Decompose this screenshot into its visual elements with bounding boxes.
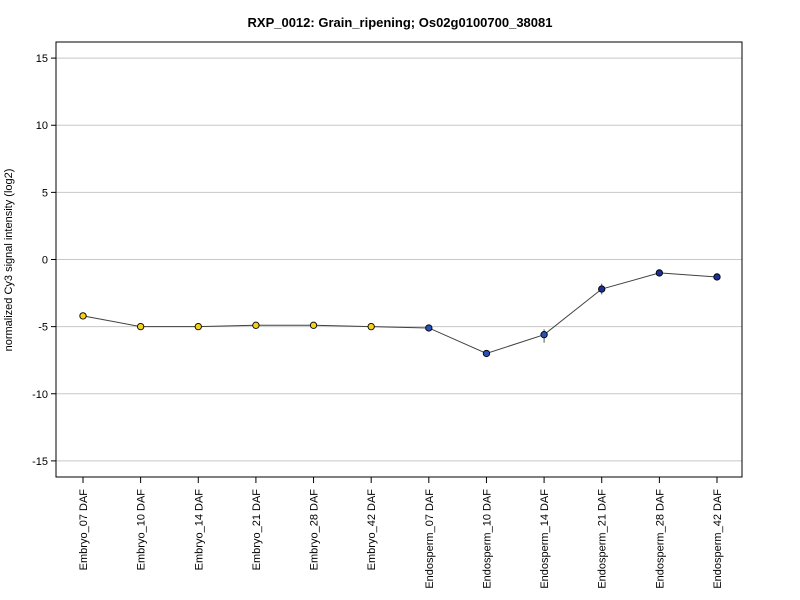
y-tick-label: 5 [42, 187, 48, 199]
data-point [598, 285, 606, 293]
y-tick-label: 15 [36, 53, 48, 65]
y-tick-label: -15 [32, 456, 48, 468]
x-tick-label: Endosperm_10 DAF [481, 489, 493, 589]
chart-title: RXP_0012: Grain_ripening; Os02g0100700_3… [248, 15, 553, 30]
x-tick-label: Embryo_42 DAF [366, 489, 378, 571]
error-bars [428, 283, 603, 357]
x-axis: Embryo_07 DAF Embryo_10 DAF Embryo_14 DAF E… [78, 477, 724, 589]
series-line [82, 272, 718, 355]
y-axis: 15 10 5 0 -5 -10 -15 [32, 53, 56, 468]
x-tick-label: Embryo_28 DAF [309, 489, 321, 571]
y-tick-label: -10 [32, 389, 48, 401]
x-tick-label: Embryo_21 DAF [251, 489, 263, 571]
data-point [136, 322, 145, 331]
x-tick-label: Endosperm_28 DAF [654, 489, 666, 589]
y-tick-label: -5 [38, 322, 48, 334]
data-points [79, 269, 721, 358]
data-point [425, 324, 433, 332]
x-tick-label: Endosperm_14 DAF [539, 489, 551, 589]
x-tick-label: Endosperm_21 DAF [597, 489, 609, 589]
data-point [309, 321, 318, 329]
data-point [655, 269, 664, 277]
data-point [713, 273, 721, 281]
x-tick-label: Embryo_10 DAF [136, 489, 148, 571]
series-line-layer [82, 272, 718, 355]
data-point [194, 322, 202, 331]
data-point [252, 321, 260, 329]
x-tick-label: Embryo_14 DAF [193, 489, 205, 571]
x-tick-label: Endosperm_07 DAF [424, 489, 436, 589]
grid-lines [56, 57, 742, 462]
x-tick-label: Endosperm_42 DAF [712, 489, 724, 589]
y-axis-label: normalized Cy3 signal intensity (log2) [3, 169, 15, 352]
data-point [482, 349, 491, 358]
y-tick-label: 10 [36, 120, 48, 132]
data-point [79, 312, 87, 320]
x-tick-label: Embryo_07 DAF [78, 489, 90, 571]
data-point [540, 331, 548, 339]
data-point [367, 322, 375, 331]
y-tick-label: 0 [42, 255, 48, 267]
